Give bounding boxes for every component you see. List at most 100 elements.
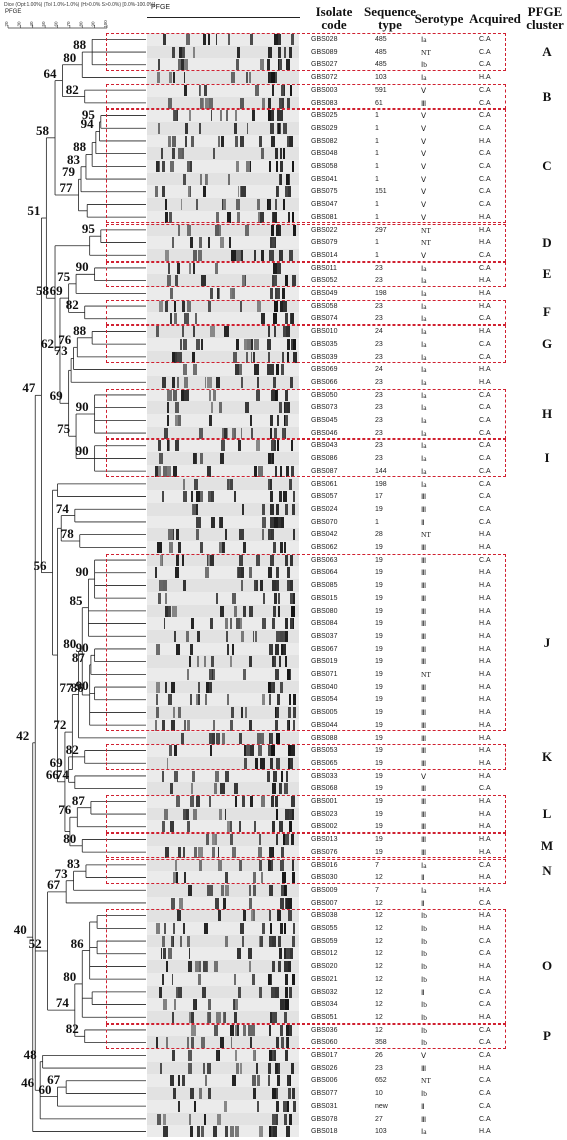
gel-lane	[147, 477, 299, 491]
table-row: GBS083 61 Ⅲ C.A	[0, 97, 567, 110]
serotype: Ⅰa	[421, 314, 427, 324]
isolate-code: GBS019	[311, 658, 338, 666]
gel-band	[231, 707, 234, 719]
gel-lane	[147, 388, 299, 402]
serotype: Ⅲ	[421, 555, 427, 565]
gel-band	[242, 503, 244, 515]
acquired: C.A	[479, 505, 491, 513]
gel-band	[223, 427, 228, 439]
table-row: GBS015 19 Ⅲ H.A	[0, 592, 567, 605]
gel-band	[272, 681, 275, 693]
gel-band	[246, 338, 251, 350]
gel-band	[216, 732, 221, 744]
sequence-type: 19	[375, 632, 383, 640]
table-row: GBS077 10 Ⅰb C.A	[0, 1087, 567, 1100]
node-similarity-label: 86	[70, 679, 84, 695]
acquired: C.A	[479, 861, 491, 869]
sequence-type: 19	[375, 759, 383, 767]
gel-band	[289, 757, 293, 769]
serotype: Ⅰb	[421, 974, 427, 984]
cluster-label: A	[542, 44, 552, 60]
cluster-box	[106, 261, 506, 287]
acquired: H.A	[479, 759, 491, 767]
gel-band	[289, 694, 292, 706]
gel-band	[279, 173, 283, 185]
cluster-box	[106, 795, 506, 834]
gel-lane	[147, 299, 299, 313]
gel-band	[268, 681, 271, 693]
node-similarity-label: 47	[22, 380, 36, 396]
gel-band	[277, 1075, 280, 1087]
sequence-type: 19	[375, 658, 383, 666]
gel-band	[258, 745, 263, 757]
serotype: Ⅲ	[421, 847, 427, 857]
gel-band	[221, 732, 226, 744]
gel-band	[213, 961, 218, 973]
table-row: GBS071 19 NT H.A	[0, 668, 567, 681]
gel-band	[250, 338, 254, 350]
serotype: Ⅰa	[421, 441, 427, 451]
gel-band	[191, 351, 196, 363]
gel-band	[229, 1126, 235, 1137]
sequence-type: 17	[375, 493, 383, 501]
serotype: Ⅰa	[421, 885, 427, 895]
gel-band	[284, 300, 288, 312]
gel-band	[171, 148, 175, 160]
gel-band	[184, 389, 189, 401]
table-row: GBS066 23 Ⅰa H.A	[0, 376, 567, 389]
gel-band	[227, 694, 229, 706]
isolate-code: GBS089	[311, 48, 338, 56]
node-similarity-label: 82	[65, 297, 79, 313]
isolate-code: GBS074	[311, 315, 338, 323]
isolate-code: GBS046	[311, 429, 338, 437]
gel-band	[260, 148, 265, 160]
node-similarity-label: 82	[65, 81, 79, 97]
serotype: Ⅴ	[421, 187, 427, 197]
gel-band	[188, 1113, 191, 1125]
isolate-code: GBS070	[311, 518, 338, 526]
gel-band	[179, 935, 183, 947]
gel-band	[209, 618, 214, 630]
serotype: NT	[421, 1076, 431, 1086]
gel-band	[287, 707, 292, 719]
gel-band	[273, 326, 276, 338]
gel-band	[239, 618, 242, 630]
gel-band	[291, 935, 296, 947]
serotype: Ⅰa	[421, 479, 427, 489]
node-similarity-label: 40	[13, 922, 27, 938]
gel-band	[193, 1100, 196, 1112]
gel-band	[248, 948, 253, 960]
node-similarity-label: 67	[47, 876, 61, 892]
acquired: C.A	[479, 340, 491, 348]
gel-band	[282, 199, 286, 211]
sequence-type: 19	[375, 747, 383, 755]
gel-band	[219, 224, 221, 236]
gel-band	[177, 1075, 180, 1087]
acquired: C.A	[479, 264, 491, 272]
gel-band	[188, 1011, 191, 1023]
gel-band	[210, 110, 213, 122]
table-row: GBS035 23 Ⅰa C.A	[0, 338, 567, 351]
gel-band	[211, 516, 215, 528]
gel-band	[178, 148, 182, 160]
sequence-type: new	[375, 1102, 388, 1110]
gel-band	[200, 453, 203, 465]
gel-band	[157, 59, 161, 71]
gel-band	[231, 249, 236, 261]
gel-band	[216, 288, 219, 299]
gel-lane	[147, 617, 299, 631]
gel-band	[236, 338, 239, 350]
gel-band	[275, 161, 279, 172]
gel-band	[236, 618, 241, 630]
gel-band	[183, 478, 185, 490]
isolate-code: GBS036	[311, 1026, 338, 1034]
gel-band	[288, 986, 292, 998]
gel-band	[162, 186, 165, 198]
gel-band	[276, 630, 280, 642]
gel-band	[287, 186, 291, 198]
gel-band	[268, 72, 272, 84]
gel-band	[271, 110, 274, 122]
cluster-box	[106, 325, 506, 364]
gel-lane	[147, 896, 299, 910]
gel-lane	[147, 325, 299, 339]
